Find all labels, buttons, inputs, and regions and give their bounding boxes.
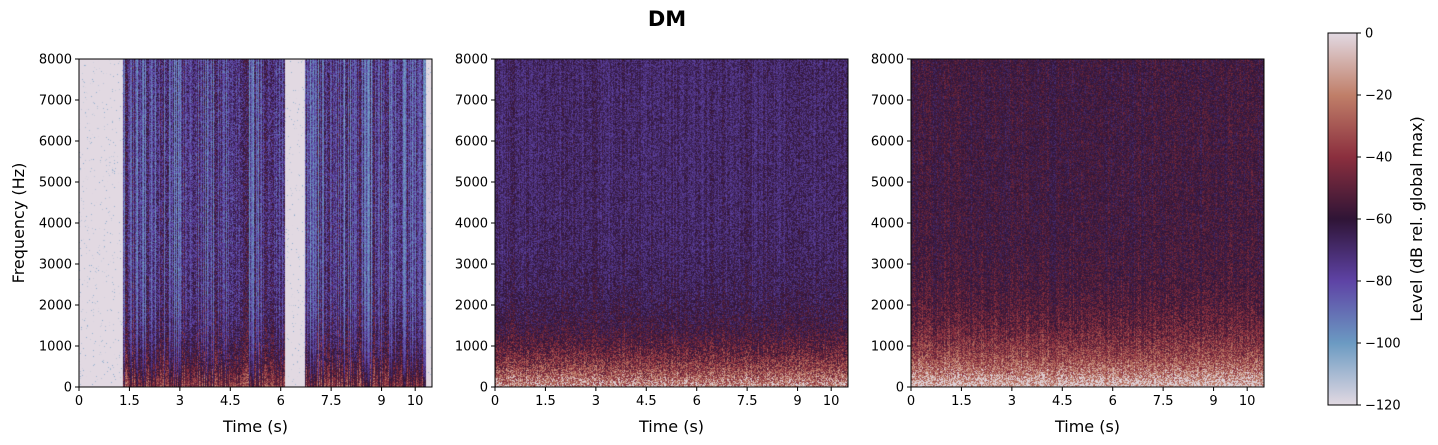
x-tick-label: 3 [176,394,184,409]
y-tick-label: 3000 [871,258,904,273]
y-axis-label: Frequency (Hz) [9,163,28,284]
x-tick-label: 9 [793,394,801,409]
x-axis-label: Time (s) [1054,417,1120,436]
x-tick-label: 3 [1008,394,1016,409]
y-tick-label: 5000 [871,176,904,191]
x-tick-label: 0 [491,394,499,409]
y-tick-label: 2000 [455,299,488,314]
y-tick-label: 6000 [871,135,904,150]
y-tick-label: 1000 [871,340,904,355]
x-axis-label: Time (s) [222,417,288,436]
x-tick-label: 6 [693,394,701,409]
y-tick-label: 1000 [39,340,72,355]
y-tick-label: 0 [480,381,488,396]
x-tick-label: 0 [75,394,83,409]
spectrogram-image-1 [79,59,432,387]
y-tick-label: 3000 [39,258,72,273]
x-tick-label: 9 [1209,394,1217,409]
colorbar-tick-label: −20 [1365,89,1392,104]
x-tick-label: 1.5 [951,394,972,409]
y-tick-label: 0 [896,381,904,396]
x-tick-label: 7.5 [737,394,758,409]
y-tick-label: 6000 [455,135,488,150]
y-tick-label: 5000 [39,176,72,191]
y-tick-label: 4000 [39,217,72,232]
y-tick-label: 7000 [871,94,904,109]
colorbar-tick-label: −40 [1365,151,1392,166]
y-tick-label: 8000 [871,53,904,68]
x-tick-label: 10 [407,394,424,409]
y-tick-label: 3000 [455,258,488,273]
figure-title: DM [648,7,686,31]
spectrogram-image-2 [495,59,848,387]
x-tick-label: 1.5 [119,394,140,409]
y-tick-label: 7000 [455,94,488,109]
x-tick-label: 6 [1109,394,1117,409]
y-tick-label: 0 [64,381,72,396]
y-tick-label: 8000 [39,53,72,68]
x-tick-label: 7.5 [1153,394,1174,409]
x-tick-label: 4.5 [1052,394,1073,409]
colorbar-gradient [1328,33,1357,405]
colorbar-tick-label: −60 [1365,213,1392,228]
x-tick-label: 3 [592,394,600,409]
y-tick-label: 2000 [39,299,72,314]
y-tick-label: 8000 [455,53,488,68]
spectrogram-panel-3: 0 1.5 3 4.5 6 7.5 9 10 0 1000 2000 3000 4000 5000 6000… [871,53,1265,436]
x-tick-label: 10 [1239,394,1256,409]
y-tick-label: 5000 [455,176,488,191]
x-tick-label: 7.5 [321,394,342,409]
y-tick-label: 4000 [871,217,904,232]
colorbar-tick-label: −120 [1365,399,1401,414]
x-tick-label: 6 [277,394,285,409]
y-tick-label: 1000 [455,340,488,355]
x-tick-label: 9 [377,394,385,409]
x-tick-label: 10 [823,394,840,409]
x-tick-label: 1.5 [535,394,556,409]
spectrogram-image-3 [911,59,1264,387]
y-tick-label: 4000 [455,217,488,232]
y-tick-label: 6000 [39,135,72,150]
colorbar-tick-label: 0 [1365,27,1373,42]
colorbar-tick-label: −80 [1365,275,1392,290]
colorbar-tick-label: −100 [1365,337,1401,352]
x-tick-label: 4.5 [220,394,241,409]
y-tick-label: 2000 [871,299,904,314]
spectrogram-panel-1: 0 1.5 3 4.5 6 7.5 9 10 0 1000 2000 3000 4000 5000 6000… [9,53,433,436]
x-tick-label: 0 [907,394,915,409]
x-tick-label: 4.5 [636,394,657,409]
x-axis-label: Time (s) [638,417,704,436]
spectrogram-panel-2: 0 1.5 3 4.5 6 7.5 9 10 0 1000 2000 3000 4000 5000 6000… [455,53,849,436]
y-tick-label: 7000 [39,94,72,109]
colorbar-label: Level (dB rel. global max) [1407,116,1426,321]
